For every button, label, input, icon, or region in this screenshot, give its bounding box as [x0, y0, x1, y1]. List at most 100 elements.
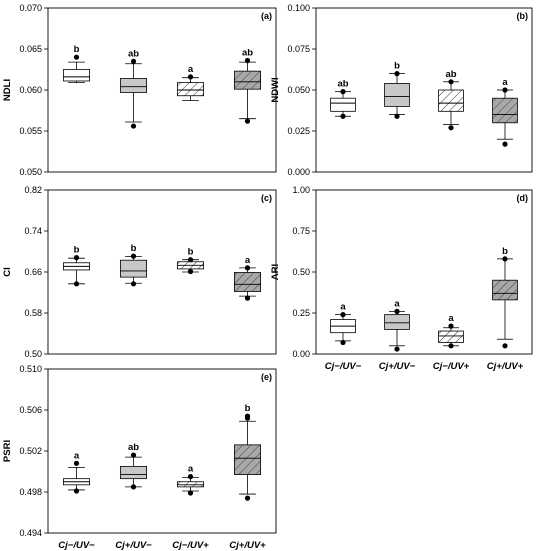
outlier-point: [130, 484, 137, 490]
y-axis-title: ARI: [270, 264, 281, 280]
outlier-point: [244, 118, 251, 124]
y-tick-label: 0.055: [19, 126, 42, 136]
significance-letter: b: [394, 61, 400, 72]
box-3: a Cj−/UV+: [433, 313, 470, 372]
box-4: b Cj+/UV+: [229, 403, 266, 551]
significance-letter: a: [340, 302, 346, 313]
category-label: Cj−/UV−: [58, 540, 95, 551]
box-4: a: [492, 77, 518, 147]
outlier-point: [130, 281, 137, 287]
category-label: Cj−/UV−: [325, 361, 362, 372]
box-4: ab: [233, 47, 262, 124]
category-label: Cj+/UV−: [115, 540, 152, 551]
box-iqr: [233, 272, 262, 292]
box-iqr: [119, 78, 148, 93]
outlier-point: [244, 265, 251, 271]
box-iqr: [119, 465, 148, 480]
outlier-point: [73, 281, 80, 287]
box-iqr: [176, 481, 205, 488]
box-iqr: [330, 97, 356, 112]
outlier-point: [73, 488, 80, 494]
outlier-point: [187, 268, 194, 275]
box-1: ab: [330, 79, 356, 119]
box-1: a Cj−/UV−: [58, 450, 95, 551]
y-axis-title: PSRI: [2, 440, 13, 462]
box-iqr: [438, 330, 464, 343]
outlier-point: [340, 312, 346, 318]
category-label: Cj+/UV+: [229, 540, 266, 551]
y-tick-label: 0.506: [19, 405, 42, 415]
panel-letter: (c): [261, 193, 272, 203]
panel-letter: (a): [261, 11, 272, 21]
box-iqr: [384, 83, 410, 107]
panel-letter: (d): [517, 193, 529, 203]
box-iqr: [62, 69, 91, 82]
box-3: a Cj−/UV+: [172, 464, 209, 551]
box-2: b: [119, 243, 148, 287]
y-axis-title: CI: [2, 267, 13, 277]
outlier-point: [130, 58, 137, 64]
box-2: a Cj+/UV−: [379, 298, 416, 372]
y-tick-label: 0.000: [287, 167, 310, 177]
panel-letter: (b): [517, 11, 529, 21]
significance-letter: b: [131, 243, 137, 254]
outlier-point: [187, 490, 194, 496]
panel-a: 0.050 0.055 0.060 0.065 0.070 NDLI (a) b ab a ab: [2, 3, 277, 177]
significance-letter: ab: [128, 442, 139, 453]
box-3: a: [176, 64, 205, 102]
y-tick-label: 0.25: [292, 308, 310, 318]
outlier-point: [244, 495, 251, 501]
outlier-point: [73, 460, 80, 466]
y-tick-label: 0.050: [19, 167, 42, 177]
significance-letter: b: [74, 44, 80, 55]
category-label: Cj−/UV+: [433, 361, 470, 372]
box-iqr: [384, 314, 410, 330]
box-iqr: [233, 444, 262, 475]
outlier-point: [73, 255, 80, 261]
category-label: Cj+/UV+: [487, 361, 524, 372]
box-3: b: [176, 247, 205, 275]
significance-letter: a: [448, 313, 454, 324]
outlier-point: [340, 339, 346, 346]
outlier-point: [448, 343, 454, 349]
y-tick-label: 0.498: [19, 487, 42, 497]
outlier-point: [448, 323, 454, 329]
outlier-point: [130, 253, 137, 259]
box-1: b: [62, 44, 91, 84]
box-iqr: [233, 70, 262, 90]
box-4: a: [233, 255, 262, 301]
significance-letter: ab: [242, 47, 253, 58]
category-label: Cj−/UV+: [172, 540, 209, 551]
outlier-point: [502, 87, 508, 93]
box-2: ab: [119, 48, 148, 129]
outlier-point: [187, 257, 194, 263]
outlier-point: [130, 452, 137, 458]
panel-letter: (e): [261, 372, 272, 382]
box-2: b: [384, 61, 410, 119]
y-tick-label: 1.00: [292, 185, 310, 195]
significance-letter: a: [74, 450, 80, 461]
outlier-point: [244, 295, 251, 301]
box-iqr: [492, 97, 518, 124]
significance-letter: b: [245, 403, 251, 414]
y-tick-label: 0.502: [19, 446, 42, 456]
box-1: a Cj−/UV−: [325, 302, 362, 372]
y-axis-title: NDWI: [270, 77, 281, 102]
significance-letter: b: [502, 246, 508, 257]
outlier-point: [340, 89, 346, 95]
y-tick-label: 0.100: [287, 3, 310, 13]
y-tick-label: 0.58: [24, 308, 42, 318]
box-3: ab: [438, 69, 464, 131]
significance-letter: ab: [337, 79, 348, 90]
y-tick-label: 0.66: [24, 267, 42, 277]
box-2: ab Cj+/UV−: [115, 442, 152, 551]
plot-frame: [47, 7, 277, 173]
outlier-point: [394, 71, 400, 77]
y-tick-label: 0.060: [19, 85, 42, 95]
significance-letter: ab: [128, 48, 139, 59]
significance-letter: b: [74, 245, 80, 256]
box-1: b: [62, 245, 91, 287]
outlier-point: [340, 113, 346, 119]
outlier-point: [394, 308, 400, 314]
